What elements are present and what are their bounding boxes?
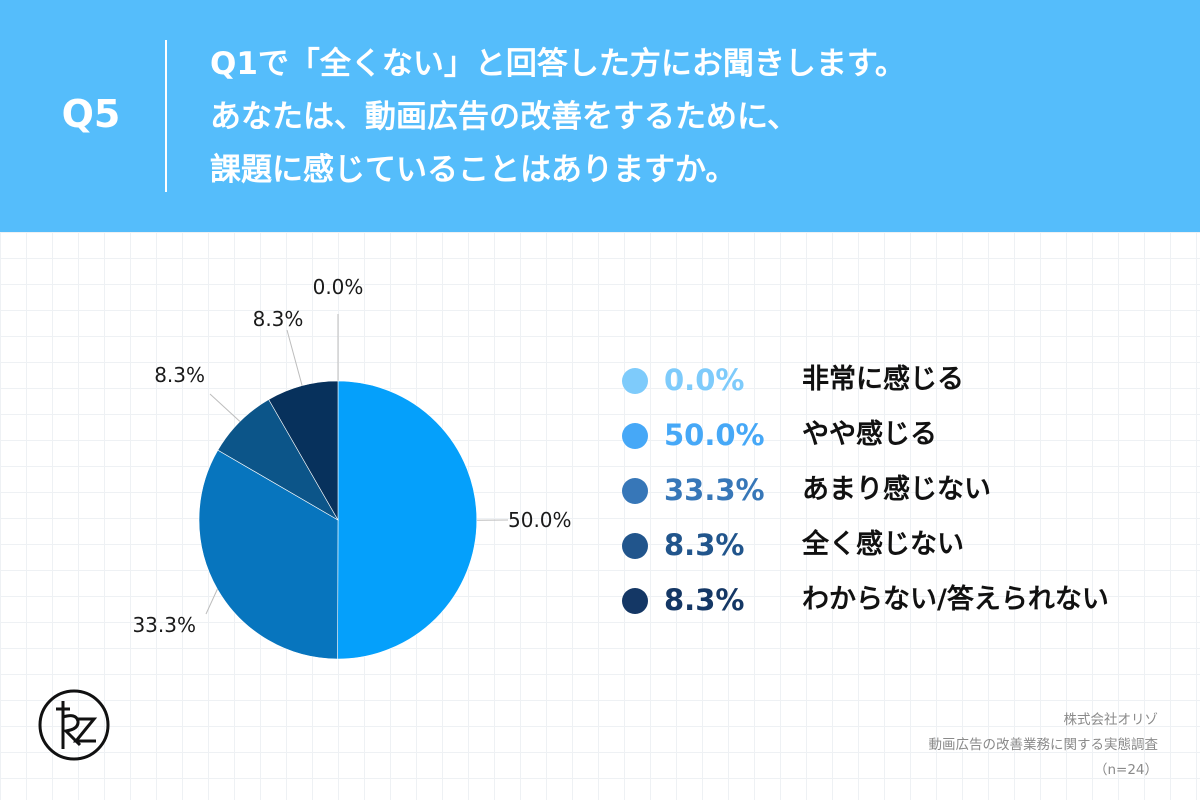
legend-swatch (622, 588, 648, 614)
question-header: Q5 Q1で「全くない」と回答した方にお聞きします。 あなたは、動画広告の改善を… (0, 0, 1200, 232)
legend-label: わからない/答えられない (802, 584, 1109, 615)
legend-swatch (622, 533, 648, 559)
legend-swatch (622, 423, 648, 449)
source-company: 株式会社オリゾ (1063, 712, 1159, 728)
pie-slice-1 (337, 380, 478, 660)
source-survey: 動画広告の改善業務に関する実態調査 (928, 737, 1159, 753)
legend-percent: 33.3% (664, 473, 765, 507)
legend-swatch (622, 478, 648, 504)
question-line-3: 課題に感じていることはありますか。 (210, 152, 737, 188)
company-logo (38, 689, 110, 761)
leader-line-2 (205, 588, 218, 615)
legend-label: 非常に感じる (802, 364, 964, 395)
chart-panel: 0.0% 50.0% 33.3% 8.3% 8.3% 0.0% 非常に感じる 50.0%… (0, 232, 1200, 800)
slice-label-3: 8.3% (154, 363, 205, 387)
slice-label-1: 50.0% (508, 508, 572, 532)
legend-label: やや感じる (802, 419, 937, 450)
question-line-1: Q1で「全くない」と回答した方にお聞きします。 (210, 46, 906, 82)
slice-label-4: 8.3% (253, 307, 304, 331)
legend-percent: 50.0% (664, 418, 765, 452)
pie-chart: 0.0% 50.0% 33.3% 8.3% 8.3% (132, 275, 572, 660)
legend-label: 全く感じない (802, 529, 964, 560)
question-text: Q1で「全くない」と回答した方にお聞きします。 あなたは、動画広告の改善をするた… (210, 38, 1170, 197)
legend-percent: 8.3% (664, 583, 745, 617)
question-number: Q5 (61, 92, 121, 136)
slice-label-2: 33.3% (132, 613, 196, 637)
slice-label-0: 0.0% (313, 275, 364, 299)
leader-line-4 (286, 329, 303, 386)
legend-percent: 8.3% (664, 528, 745, 562)
legend-percent: 0.0% (664, 363, 745, 397)
header-divider (165, 40, 167, 192)
source-sample: （n=24） (1093, 762, 1158, 778)
source-note: 株式会社オリゾ 動画広告の改善業務に関する実態調査 （n=24） (929, 708, 1159, 783)
legend-swatch (622, 368, 648, 394)
leader-line-3 (209, 393, 241, 422)
question-line-2: あなたは、動画広告の改善をするために、 (210, 99, 799, 135)
legend-label: あまり感じない (802, 474, 991, 505)
